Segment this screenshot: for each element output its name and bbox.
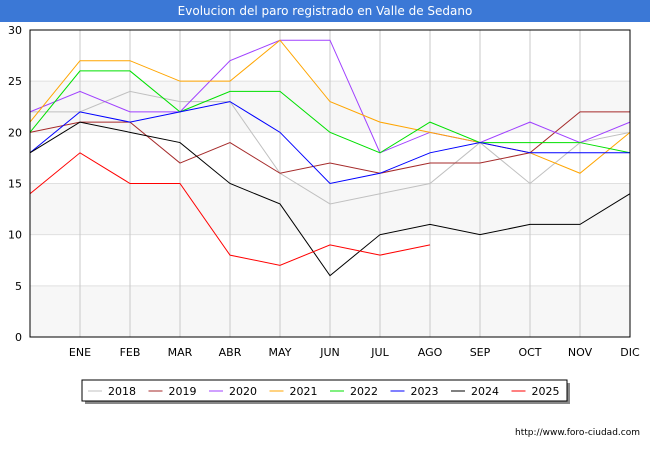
- x-tick-label: SEP: [470, 346, 491, 359]
- y-tick-label: 25: [8, 75, 22, 88]
- x-tick-label: JUL: [370, 346, 389, 359]
- x-tick-label: MAR: [168, 346, 193, 359]
- legend-label-2018: 2018: [108, 385, 136, 398]
- x-tick-label: ABR: [219, 346, 242, 359]
- y-tick-label: 20: [8, 126, 22, 139]
- x-tick-label: ENE: [69, 346, 91, 359]
- y-tick-label: 5: [15, 280, 22, 293]
- legend-label-2020: 2020: [229, 385, 257, 398]
- chart-title: Evolucion del paro registrado en Valle d…: [0, 0, 650, 22]
- legend-box: [81, 379, 568, 402]
- x-tick-label: NOV: [568, 346, 593, 359]
- x-tick-label: MAY: [269, 346, 292, 359]
- legend-label-2019: 2019: [169, 385, 197, 398]
- series-line-2023: [29, 101, 630, 185]
- legend-label-2025: 2025: [532, 385, 560, 398]
- series-line-2020: [29, 39, 631, 154]
- y-tick-label: 0: [15, 331, 22, 344]
- x-tick-label: AGO: [418, 346, 443, 359]
- series-line-2018: [30, 90, 631, 205]
- legend-label-2023: 2023: [411, 385, 439, 398]
- series-line-2022: [29, 70, 631, 154]
- y-tick-label: 30: [8, 24, 22, 37]
- legend-label-2021: 2021: [290, 385, 318, 398]
- legend-label-2024: 2024: [471, 385, 499, 398]
- plot-frame: [29, 29, 631, 338]
- y-tick-label: 15: [8, 178, 22, 191]
- x-tick-label: DIC: [620, 346, 640, 359]
- series-line-2025: [29, 152, 431, 266]
- x-tick-label: JUN: [319, 346, 340, 359]
- watermark: http://www.foro-ciudad.com: [515, 428, 640, 438]
- x-tick-label: FEB: [120, 346, 141, 359]
- x-tick-label: OCT: [518, 346, 541, 359]
- series-line-2024: [29, 121, 631, 277]
- y-tick-label: 10: [8, 229, 22, 242]
- legend-label-2022: 2022: [350, 385, 378, 398]
